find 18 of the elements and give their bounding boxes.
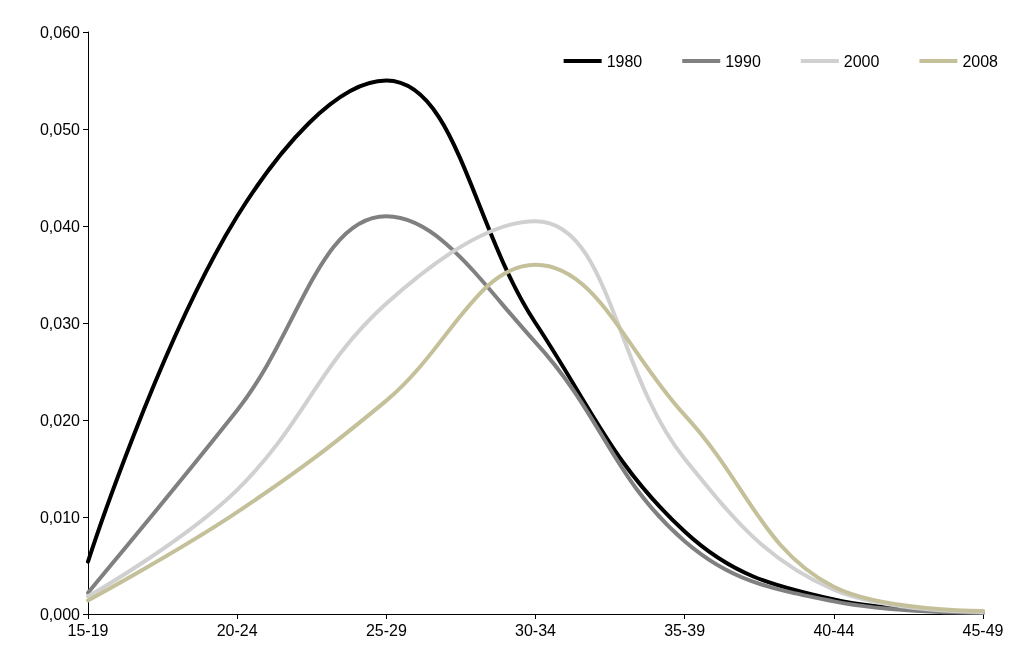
x-tick-label: 25-29 (365, 621, 407, 639)
y-tick-label: 0,050 (39, 120, 81, 138)
legend-label: 2000 (843, 52, 880, 70)
legend-label: 1990 (725, 52, 761, 70)
x-tick-label: 40-44 (813, 621, 855, 639)
legend-label: 1980 (606, 52, 643, 70)
x-tick-label: 35-39 (664, 621, 706, 639)
y-tick-label: 0,020 (39, 411, 81, 429)
x-tick-label: 15-19 (67, 621, 109, 639)
x-tick-label: 20-24 (216, 621, 258, 639)
y-tick-label: 0,010 (39, 508, 81, 526)
x-tick-label: 30-34 (515, 621, 557, 639)
y-tick-label: 0,060 (39, 23, 81, 41)
x-tick-label: 45-49 (962, 621, 1004, 639)
y-tick-label: 0,030 (39, 314, 81, 332)
y-tick-label: 0,000 (39, 605, 81, 623)
y-tick-label: 0,040 (39, 217, 81, 235)
legend-label: 2008 (962, 52, 999, 70)
